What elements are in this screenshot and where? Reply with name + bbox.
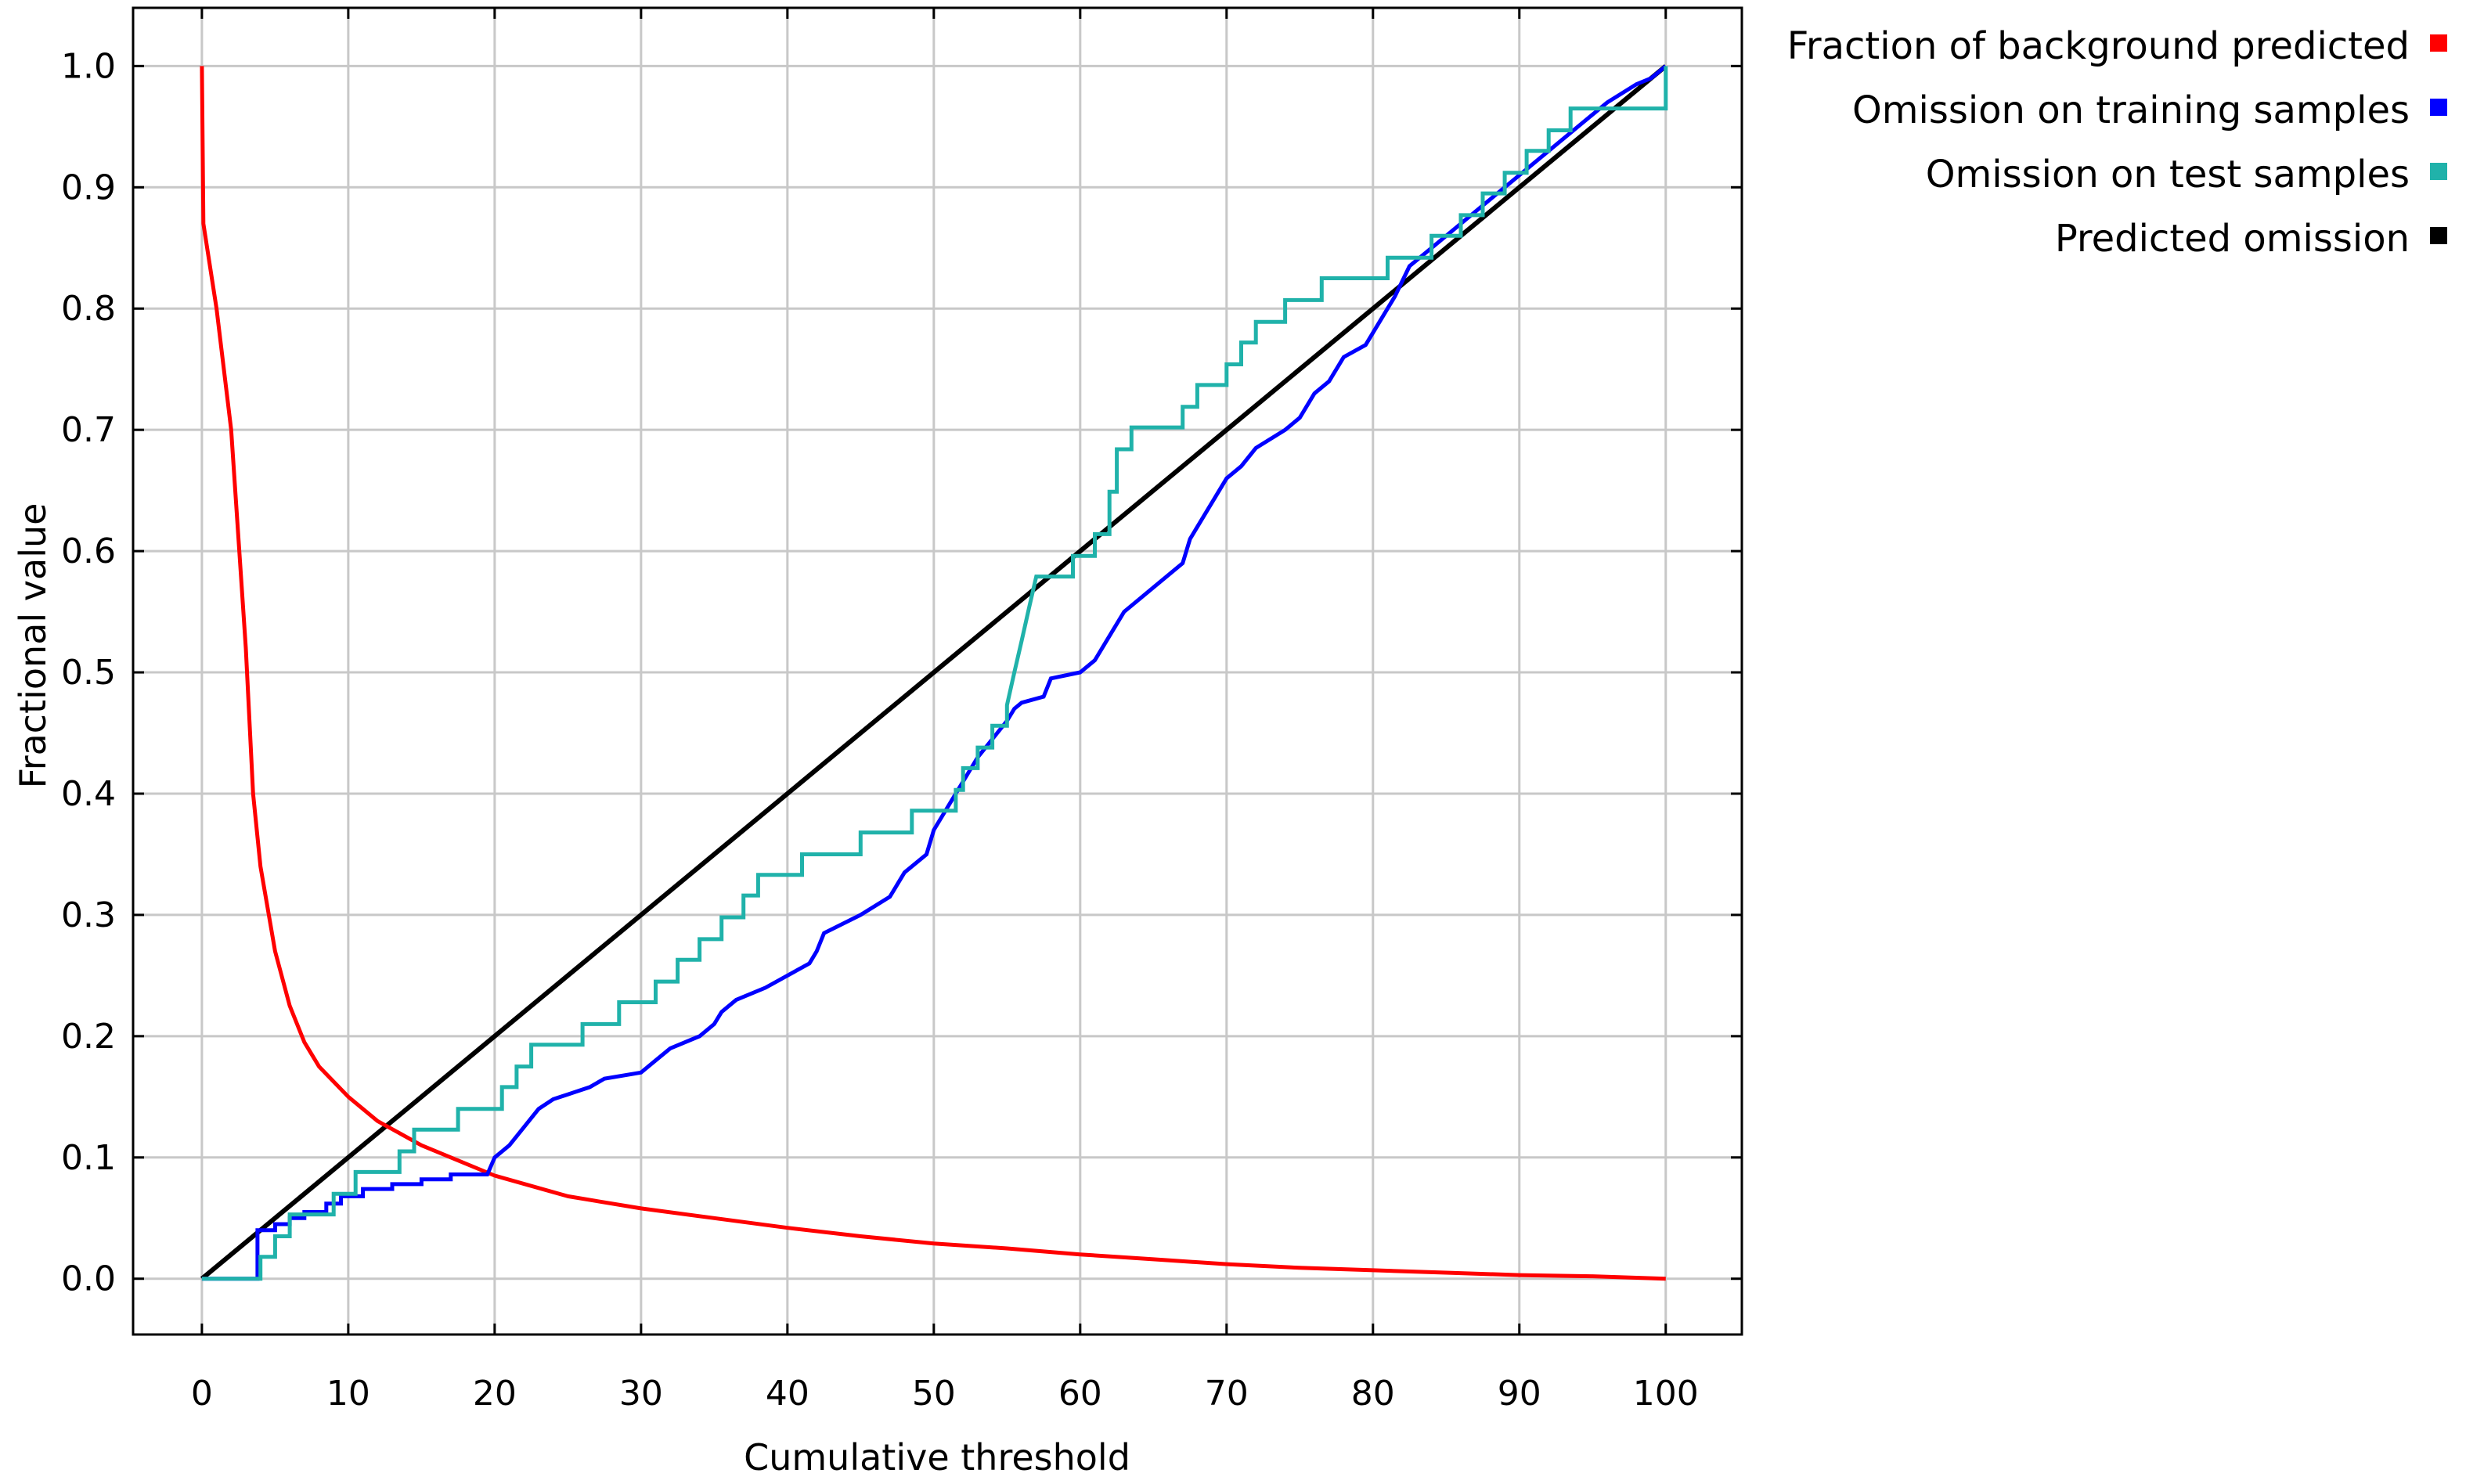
series-line-fraction-of-background-predicted — [200, 66, 1666, 1281]
x-tick-label: 0 — [191, 1374, 213, 1414]
x-tick-label: 60 — [1058, 1374, 1102, 1414]
axes: 0 10 20 30 40 50 60 70 80 90 100 0.0 0.1 0.2 0.3 0.4 0.5… — [61, 8, 1742, 1414]
legend-swatch-predicted-omission — [2430, 227, 2447, 244]
y-tick-label: 0.7 — [61, 410, 116, 450]
x-tick-label: 50 — [912, 1374, 956, 1414]
legend-label-fraction-of-background-predicted: Fraction of background predicted — [1787, 24, 2410, 68]
y-tick-label: 0.8 — [61, 289, 116, 329]
legend-swatch-omission-on-test-samples — [2430, 163, 2447, 180]
series-line-omission-on-test-samples — [201, 66, 1668, 1281]
series-layer — [200, 64, 1668, 1281]
axis-titles: Cumulative threshold Fractional value — [12, 503, 1130, 1479]
x-axis-title: Cumulative threshold — [744, 1436, 1130, 1479]
series-line-omission-on-training-samples — [201, 64, 1667, 1281]
y-tick-label: 0.2 — [61, 1017, 116, 1057]
y-tick-label: 0.0 — [61, 1259, 116, 1299]
y-tick-label: 0.6 — [61, 531, 116, 571]
series-line-predicted-omission — [200, 64, 1667, 1281]
legend: Fraction of background predicted Omission… — [1787, 24, 2447, 261]
x-tick-label: 40 — [766, 1374, 809, 1414]
y-tick-label: 0.5 — [61, 653, 116, 693]
plot-frame — [132, 6, 1743, 1336]
legend-label-omission-on-training-samples: Omission on training samples — [1852, 88, 2410, 132]
y-tick-label: 0.1 — [61, 1138, 116, 1178]
x-tick-label: 100 — [1633, 1374, 1699, 1414]
x-tick-label: 10 — [326, 1374, 370, 1414]
legend-swatch-fraction-of-background-predicted — [2430, 34, 2447, 52]
y-tick-label: 0.3 — [61, 895, 116, 935]
x-tick-label: 20 — [473, 1374, 517, 1414]
x-tick-label: 70 — [1205, 1374, 1249, 1414]
y-tick-label: 0.9 — [61, 167, 116, 207]
y-tick-label: 1.0 — [61, 46, 116, 86]
legend-label-omission-on-test-samples: Omission on test samples — [1926, 153, 2410, 196]
grid — [133, 8, 1742, 1335]
legend-label-predicted-omission: Predicted omission — [2055, 217, 2410, 261]
x-tick-label: 90 — [1498, 1374, 1541, 1414]
x-tick-label: 30 — [619, 1374, 663, 1414]
y-axis-title: Fractional value — [12, 503, 54, 789]
legend-swatch-omission-on-training-samples — [2430, 99, 2447, 116]
y-tick-label: 0.4 — [61, 774, 116, 814]
x-tick-label: 80 — [1351, 1374, 1395, 1414]
